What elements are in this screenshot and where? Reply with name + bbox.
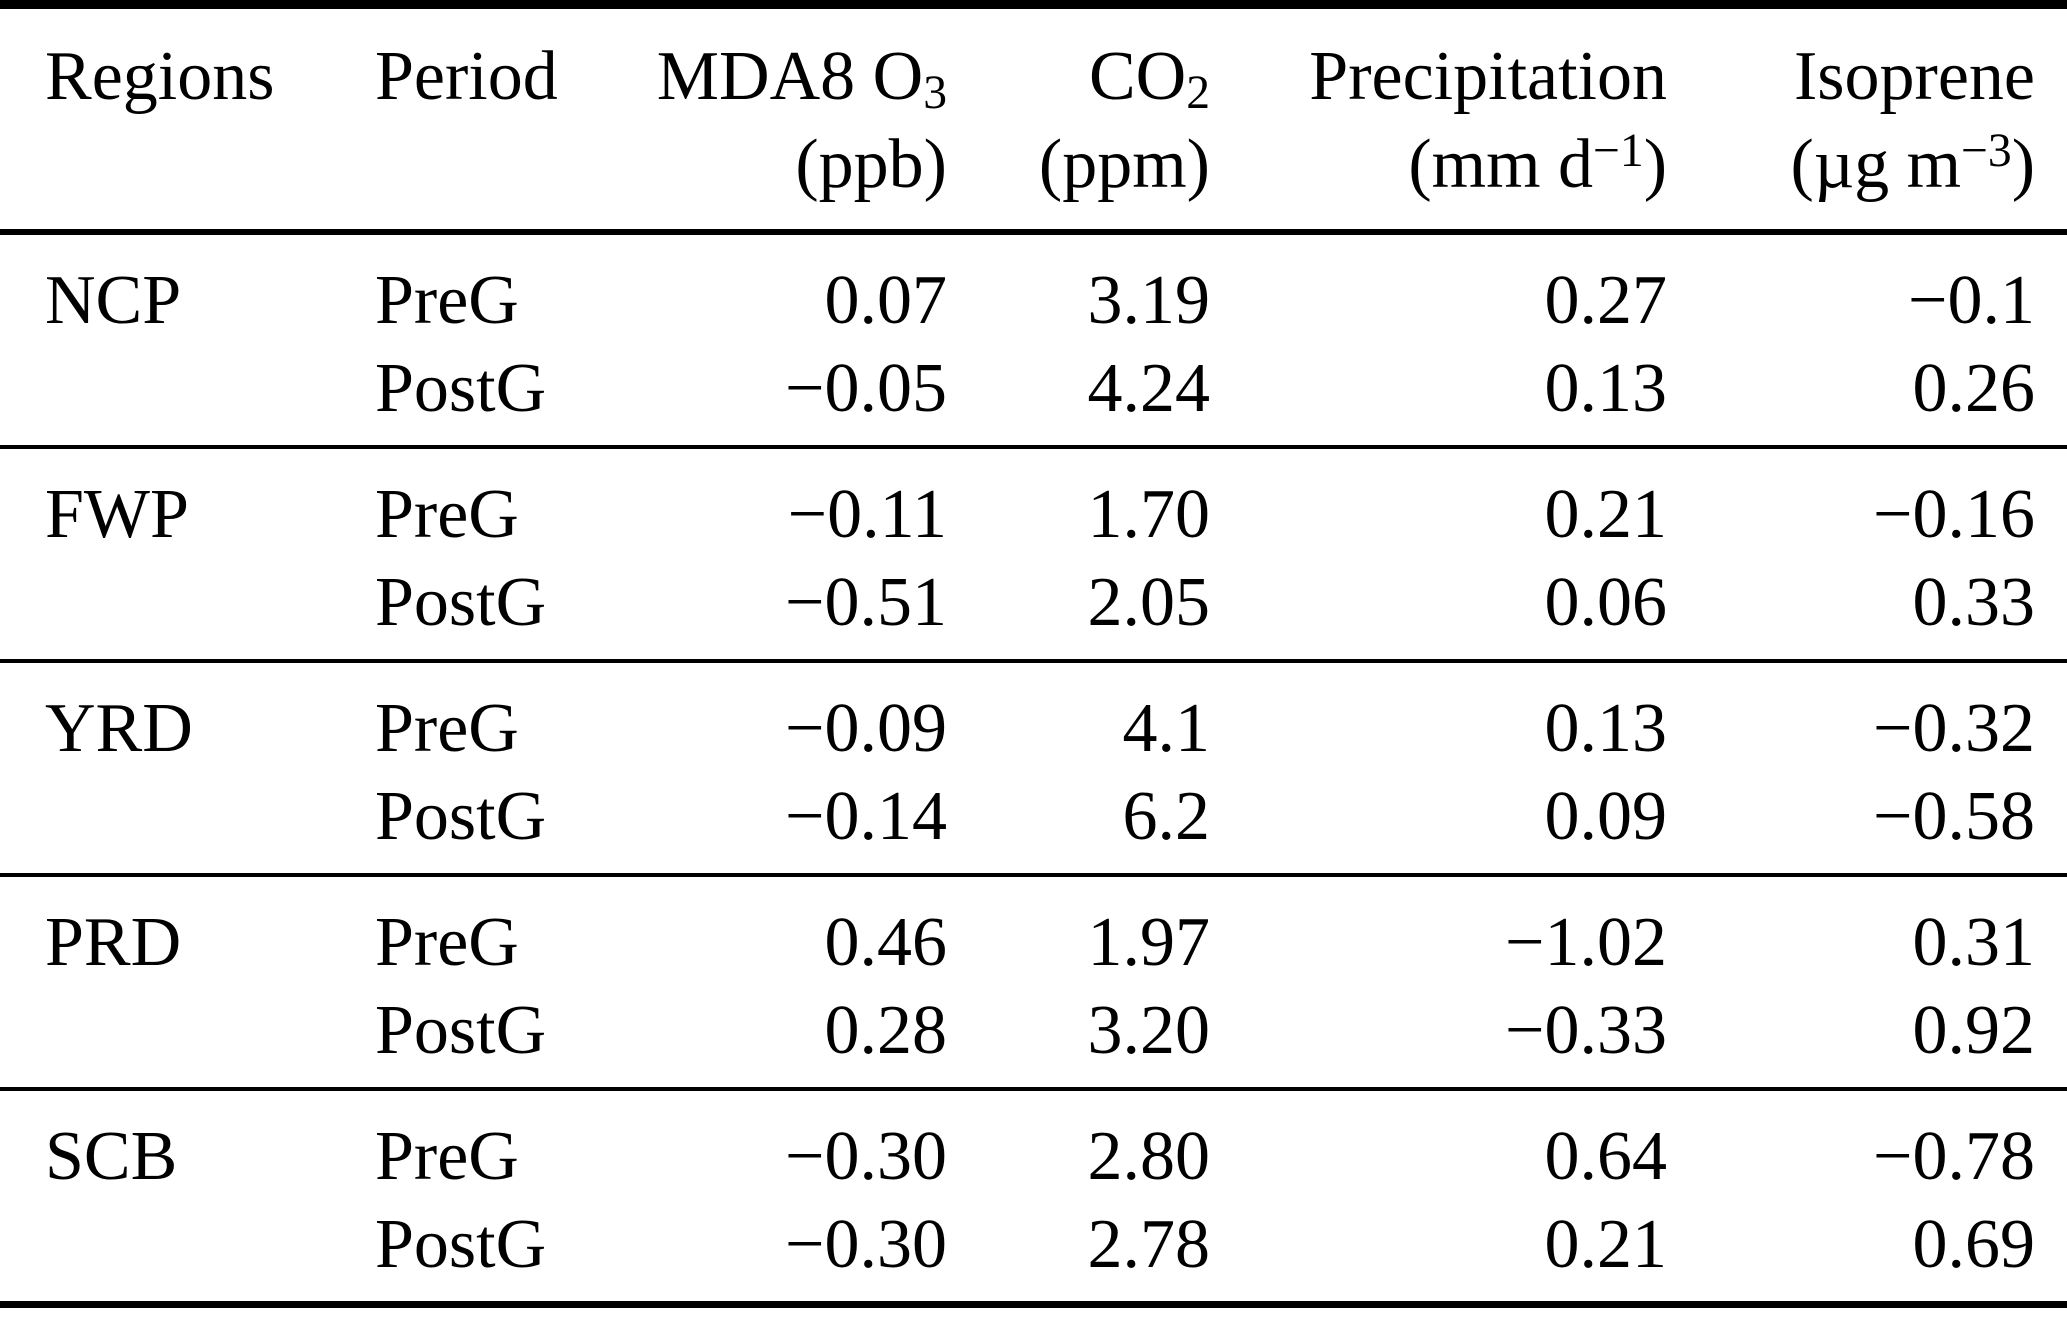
table-row: PostG 0.28 3.20 −0.33 0.92 [0,987,2067,1089]
cell-region: FWP [45,476,189,553]
table-row: PostG −0.14 6.2 0.09 −0.58 [0,773,2067,875]
subscript-text: 3 [923,66,947,119]
cell-isoprene: −0.78 [1873,1118,2035,1195]
cell-region: NCP [45,262,182,339]
cell-precip: 0.64 [1544,1118,1668,1195]
cell-isoprene: 0.92 [1912,992,2036,1069]
header-label: Isoprene [1793,38,2035,115]
table-row: PostG −0.05 4.24 0.13 0.26 [0,345,2067,447]
cell-region: PRD [45,904,182,981]
cell-precip: 0.21 [1544,1206,1668,1283]
cell-period: PostG [375,1206,547,1283]
cell-isoprene: −0.16 [1873,476,2035,553]
cell-co2: 1.97 [1087,904,1211,981]
cell-co2: 4.1 [1122,690,1211,767]
col-header-precipitation: Precipitation (mm d−1) [1210,5,1667,233]
region-group-ncp: NCP PreG 0.07 3.19 0.27 −0.1 PostG −0.05… [0,232,2067,447]
region-group-scb: SCB PreG −0.30 2.80 0.64 −0.78 PostG −0.… [0,1089,2067,1305]
cell-precip: 0.09 [1544,778,1668,855]
header-text: CO [1088,38,1187,115]
cell-mda8: −0.11 [787,476,947,553]
cell-isoprene: −0.32 [1873,690,2035,767]
col-header-period: Period [375,5,585,233]
col-header-regions: Regions [0,5,375,233]
header-label: Period [375,38,558,115]
col-header-co2: CO2 (ppm) [947,5,1210,233]
cell-co2: 6.2 [1122,778,1211,855]
table-row: PRD PreG 0.46 1.97 −1.02 0.31 [0,875,2067,987]
cell-region: YRD [45,690,193,767]
cell-co2: 1.70 [1087,476,1211,553]
cell-mda8: −0.30 [785,1206,947,1283]
cell-co2: 4.24 [1087,350,1211,427]
cell-precip: −0.33 [1505,992,1667,1069]
cell-mda8: −0.51 [785,564,947,641]
table-row: NCP PreG 0.07 3.19 0.27 −0.1 [0,232,2067,345]
header-row: Regions Period MDA8 O3 (ppb) CO2 (ppm) P… [0,5,2067,233]
col-header-mda8-o3: MDA8 O3 (ppb) [585,5,947,233]
cell-period: PostG [375,350,547,427]
header-label: Regions [45,38,275,115]
subscript-text: 2 [1186,66,1210,119]
cell-period: PreG [375,476,519,553]
cell-precip: 0.13 [1544,350,1668,427]
superscript-text: −3 [1961,124,2012,177]
cell-co2: 3.20 [1087,992,1211,1069]
header-unit: (ppb) [795,126,947,203]
table-row: PostG −0.30 2.78 0.21 0.69 [0,1201,2067,1305]
header-label: MDA8 O3 [585,33,947,121]
cell-precip: −1.02 [1505,904,1667,981]
cell-period: PreG [375,262,519,339]
cell-mda8: −0.05 [785,350,947,427]
superscript-text: −1 [1593,124,1644,177]
cell-isoprene: 0.33 [1912,564,2036,641]
region-group-yrd: YRD PreG −0.09 4.1 0.13 −0.32 PostG −0.1… [0,661,2067,875]
cell-period: PreG [375,1118,519,1195]
cell-period: PreG [375,690,519,767]
cell-period: PostG [375,992,547,1069]
cell-precip: 0.27 [1544,262,1668,339]
cell-precip: 0.13 [1544,690,1668,767]
region-group-fwp: FWP PreG −0.11 1.70 0.21 −0.16 PostG −0.… [0,447,2067,661]
table-row: YRD PreG −0.09 4.1 0.13 −0.32 [0,661,2067,773]
col-header-isoprene: Isoprene (µg m−3) [1667,5,2067,233]
table-row: PostG −0.51 2.05 0.06 0.33 [0,559,2067,661]
table-row: SCB PreG −0.30 2.80 0.64 −0.78 [0,1089,2067,1201]
cell-mda8: −0.09 [785,690,947,767]
cell-mda8: 0.46 [824,904,948,981]
header-unit: (µg m−3) [1667,121,2035,209]
cell-mda8: 0.28 [824,992,948,1069]
cell-region: SCB [45,1118,178,1195]
unit-text: ) [1643,126,1667,203]
cell-precip: 0.06 [1544,564,1668,641]
cell-mda8: −0.14 [785,778,947,855]
header-unit: (mm d−1) [1210,121,1667,209]
region-group-prd: PRD PreG 0.46 1.97 −1.02 0.31 PostG 0.28… [0,875,2067,1089]
cell-mda8: 0.07 [824,262,948,339]
cell-co2: 2.78 [1087,1206,1211,1283]
cell-period: PreG [375,904,519,981]
cell-period: PostG [375,778,547,855]
unit-text: (mm d [1408,126,1594,203]
header-label: CO2 [947,33,1210,121]
header-unit: (ppm) [1038,126,1210,203]
cell-mda8: −0.30 [785,1118,947,1195]
cell-precip: 0.21 [1544,476,1668,553]
table-row: FWP PreG −0.11 1.70 0.21 −0.16 [0,447,2067,559]
unit-text: (µg m [1790,126,1962,203]
header-text: MDA8 O [656,38,924,115]
cell-isoprene: −0.58 [1873,778,2035,855]
cell-isoprene: 0.69 [1912,1206,2036,1283]
cell-co2: 3.19 [1087,262,1211,339]
cell-isoprene: −0.1 [1908,262,2035,339]
cell-co2: 2.80 [1087,1118,1211,1195]
cell-co2: 2.05 [1087,564,1211,641]
cell-period: PostG [375,564,547,641]
table-header: Regions Period MDA8 O3 (ppb) CO2 (ppm) P… [0,5,2067,233]
cell-isoprene: 0.26 [1912,350,2036,427]
cell-isoprene: 0.31 [1912,904,2036,981]
header-label: Precipitation [1309,38,1667,115]
unit-text: ) [2011,126,2035,203]
